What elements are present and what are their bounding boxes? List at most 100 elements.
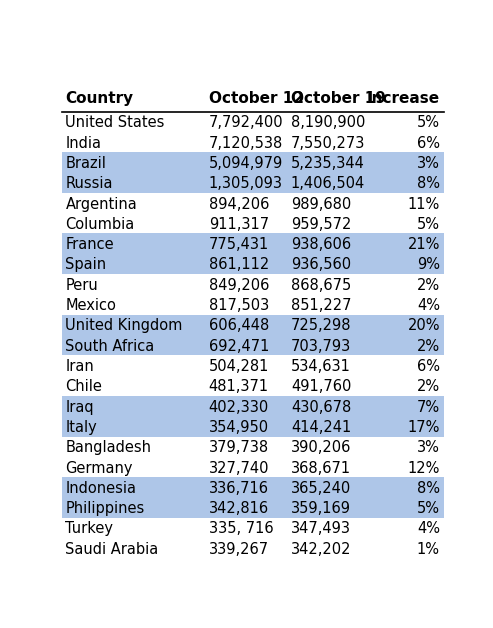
Text: 775,431: 775,431 (209, 237, 269, 252)
Text: 7,792,400: 7,792,400 (209, 116, 283, 130)
Text: 2%: 2% (417, 379, 440, 394)
Text: 336,716: 336,716 (209, 481, 269, 496)
Text: 4%: 4% (417, 298, 440, 313)
Text: 365,240: 365,240 (291, 481, 351, 496)
Text: 959,572: 959,572 (291, 217, 351, 232)
Text: October 12: October 12 (209, 91, 304, 106)
Text: 3%: 3% (417, 156, 440, 171)
Text: 703,793: 703,793 (291, 338, 351, 354)
Text: 481,371: 481,371 (209, 379, 269, 394)
Text: 504,281: 504,281 (209, 359, 269, 374)
Bar (62, 396, 444, 416)
Text: Mexico: Mexico (66, 298, 116, 313)
Text: 354,950: 354,950 (209, 420, 269, 435)
Bar (62, 315, 444, 335)
Text: 17%: 17% (408, 420, 440, 435)
Text: France: France (66, 237, 114, 252)
Text: 5,235,344: 5,235,344 (291, 156, 365, 171)
Text: 8%: 8% (417, 481, 440, 496)
Bar (62, 152, 444, 173)
Text: Bangladesh: Bangladesh (66, 440, 151, 455)
Text: 9%: 9% (417, 257, 440, 273)
Bar (62, 497, 444, 518)
Text: 3%: 3% (417, 440, 440, 455)
Text: 938,606: 938,606 (291, 237, 351, 252)
Text: 379,738: 379,738 (209, 440, 269, 455)
Text: Chile: Chile (66, 379, 103, 394)
Text: 491,760: 491,760 (291, 379, 351, 394)
Text: 390,206: 390,206 (291, 440, 351, 455)
Text: 7%: 7% (417, 399, 440, 414)
Text: Germany: Germany (66, 460, 133, 475)
Text: 4%: 4% (417, 521, 440, 536)
Text: 339,267: 339,267 (209, 542, 269, 557)
Text: 359,169: 359,169 (291, 501, 351, 516)
Text: 6%: 6% (417, 136, 440, 151)
Text: 911,317: 911,317 (209, 217, 269, 232)
Bar (62, 477, 444, 497)
Text: 2%: 2% (417, 338, 440, 354)
Text: 2%: 2% (417, 278, 440, 293)
Text: United States: United States (66, 116, 165, 130)
Bar (62, 416, 444, 436)
Text: India: India (66, 136, 102, 151)
Text: 8,190,900: 8,190,900 (291, 116, 365, 130)
Text: Peru: Peru (66, 278, 98, 293)
Text: 861,112: 861,112 (209, 257, 269, 273)
Text: 534,631: 534,631 (291, 359, 351, 374)
Text: South Africa: South Africa (66, 338, 155, 354)
Text: 5,094,979: 5,094,979 (209, 156, 283, 171)
Text: Argentina: Argentina (66, 197, 137, 212)
Text: 936,560: 936,560 (291, 257, 351, 273)
Bar (62, 335, 444, 355)
Text: 402,330: 402,330 (209, 399, 269, 414)
Text: 335, 716: 335, 716 (209, 521, 273, 536)
Text: Country: Country (66, 91, 134, 106)
Text: Iran: Iran (66, 359, 94, 374)
Text: Columbia: Columbia (66, 217, 135, 232)
Text: 368,671: 368,671 (291, 460, 351, 475)
Text: 6%: 6% (417, 359, 440, 374)
Bar (62, 173, 444, 193)
Text: 894,206: 894,206 (209, 197, 269, 212)
Text: Indonesia: Indonesia (66, 481, 137, 496)
Text: 414,241: 414,241 (291, 420, 351, 435)
Text: 725,298: 725,298 (291, 318, 352, 333)
Text: Spain: Spain (66, 257, 106, 273)
Text: 606,448: 606,448 (209, 318, 269, 333)
Text: 817,503: 817,503 (209, 298, 269, 313)
Text: 327,740: 327,740 (209, 460, 269, 475)
Text: Turkey: Turkey (66, 521, 113, 536)
Text: 1,305,093: 1,305,093 (209, 176, 282, 191)
Text: 430,678: 430,678 (291, 399, 351, 414)
Text: 1,406,504: 1,406,504 (291, 176, 365, 191)
Text: 342,816: 342,816 (209, 501, 269, 516)
Text: October 19: October 19 (291, 91, 386, 106)
Text: 5%: 5% (417, 501, 440, 516)
Text: 1%: 1% (417, 542, 440, 557)
Text: 347,493: 347,493 (291, 521, 351, 536)
Text: 7,120,538: 7,120,538 (209, 136, 283, 151)
Text: 989,680: 989,680 (291, 197, 351, 212)
Text: Saudi Arabia: Saudi Arabia (66, 542, 159, 557)
Text: 7,550,273: 7,550,273 (291, 136, 365, 151)
Text: 21%: 21% (408, 237, 440, 252)
Text: 12%: 12% (408, 460, 440, 475)
Text: United Kingdom: United Kingdom (66, 318, 183, 333)
Text: 851,227: 851,227 (291, 298, 352, 313)
Text: Italy: Italy (66, 420, 97, 435)
Text: Brazil: Brazil (66, 156, 106, 171)
Text: 5%: 5% (417, 217, 440, 232)
Text: 11%: 11% (408, 197, 440, 212)
Text: 5%: 5% (417, 116, 440, 130)
Text: 868,675: 868,675 (291, 278, 351, 293)
Text: 8%: 8% (417, 176, 440, 191)
Text: 20%: 20% (407, 318, 440, 333)
Bar (62, 254, 444, 274)
Text: Russia: Russia (66, 176, 113, 191)
Text: Increase: Increase (367, 91, 440, 106)
Text: 342,202: 342,202 (291, 542, 352, 557)
Text: Iraq: Iraq (66, 399, 94, 414)
Text: 849,206: 849,206 (209, 278, 269, 293)
Text: 692,471: 692,471 (209, 338, 269, 354)
